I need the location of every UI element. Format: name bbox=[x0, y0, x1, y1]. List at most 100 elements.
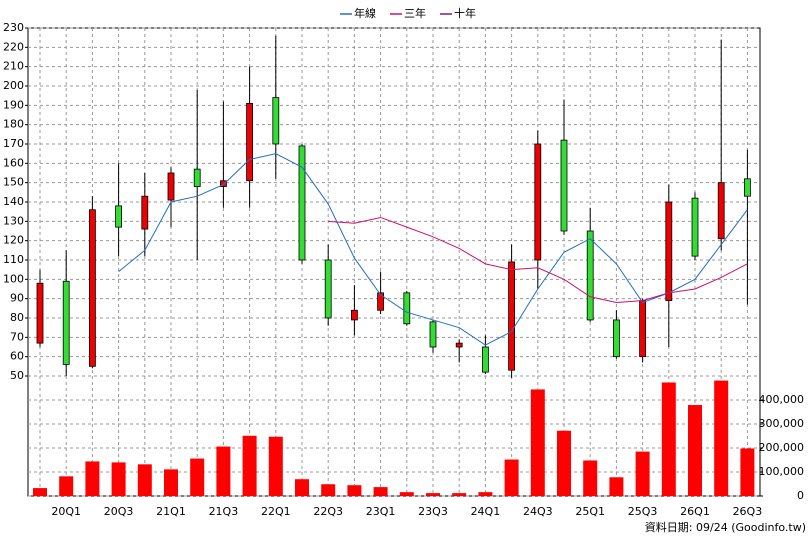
y-tick-label: 200 bbox=[3, 79, 24, 92]
x-tick-label: 25Q1 bbox=[575, 505, 605, 518]
volume-bar bbox=[557, 430, 571, 496]
volume-bar bbox=[478, 492, 493, 496]
x-tick-label: 23Q3 bbox=[418, 505, 448, 518]
x-tick-label: 20Q1 bbox=[51, 505, 81, 518]
legend-label: 年線 bbox=[354, 6, 376, 20]
candle-body bbox=[429, 321, 437, 348]
candle-body bbox=[481, 346, 489, 373]
y-tick-label: 160 bbox=[3, 156, 24, 169]
y-tick-label: 170 bbox=[3, 137, 24, 150]
candle-body bbox=[36, 282, 44, 344]
candle-body bbox=[377, 292, 385, 311]
candle-body bbox=[62, 280, 70, 365]
y2-tick-label: 200,000 bbox=[759, 441, 805, 454]
x-tick-label: 24Q3 bbox=[523, 505, 553, 518]
x-tick-label: 26Q3 bbox=[733, 505, 763, 518]
x-tick-label: 21Q1 bbox=[156, 505, 186, 518]
volume-bar bbox=[137, 464, 152, 496]
volume-bar bbox=[268, 436, 283, 496]
x-tick-label: 24Q1 bbox=[471, 505, 501, 518]
y-tick-label: 180 bbox=[3, 118, 24, 131]
candle-body bbox=[141, 195, 149, 230]
volume-bar bbox=[504, 459, 519, 496]
candle-body bbox=[534, 143, 542, 261]
y-tick-label: 110 bbox=[3, 253, 24, 266]
volume-bar bbox=[452, 493, 467, 496]
ma-line bbox=[118, 153, 748, 346]
candle-body bbox=[665, 201, 673, 301]
candle-body bbox=[324, 259, 332, 319]
volume-bar bbox=[59, 476, 74, 496]
y-tick-label: 70 bbox=[10, 330, 24, 343]
y-tick-label: 120 bbox=[3, 234, 24, 247]
volume-bar bbox=[426, 493, 440, 496]
candle-body bbox=[350, 309, 358, 321]
y-tick-label: 80 bbox=[10, 311, 24, 324]
x-tick-label: 21Q3 bbox=[209, 505, 239, 518]
candle-body bbox=[613, 319, 620, 358]
y-tick-label: 210 bbox=[3, 60, 24, 73]
candle-body bbox=[455, 342, 463, 348]
y-tick-label: 130 bbox=[3, 214, 24, 227]
candle-body bbox=[717, 182, 725, 240]
y2-tick-label: 300,000 bbox=[759, 417, 805, 430]
y2-tick-label: 0 bbox=[797, 489, 804, 502]
candle-body bbox=[508, 261, 516, 371]
plot-frame bbox=[27, 27, 761, 497]
y-tick-label: 190 bbox=[3, 98, 24, 111]
volume-bar bbox=[530, 389, 545, 496]
candle-body bbox=[167, 172, 175, 201]
volume-bar bbox=[714, 380, 729, 496]
x-tick-label: 26Q1 bbox=[680, 505, 710, 518]
volume-bar bbox=[111, 462, 126, 496]
candle-body bbox=[586, 230, 594, 321]
volume-bar bbox=[216, 446, 231, 496]
y2-tick-label: 400,000 bbox=[759, 393, 805, 406]
volume-bar bbox=[85, 461, 100, 496]
candle-body bbox=[89, 209, 96, 367]
y-tick-label: 60 bbox=[10, 350, 24, 363]
y2-tick-label: 100,000 bbox=[759, 465, 805, 478]
volume-bar bbox=[242, 435, 257, 496]
y-tick-label: 50 bbox=[10, 369, 24, 382]
volume-bar bbox=[347, 485, 362, 496]
y-tick-label: 220 bbox=[3, 40, 24, 53]
candle-body bbox=[298, 145, 306, 261]
candle-body bbox=[246, 103, 254, 182]
volume-bar bbox=[321, 484, 336, 496]
volume-bar bbox=[661, 382, 676, 496]
volume-bar bbox=[583, 460, 598, 496]
candle-body bbox=[219, 180, 227, 187]
volume-bar bbox=[295, 479, 309, 496]
y-tick-label: 230 bbox=[3, 21, 24, 34]
ma-line bbox=[328, 216, 748, 304]
candle-body bbox=[691, 197, 699, 257]
volume-bar bbox=[688, 405, 702, 496]
legend-label: 十年 bbox=[454, 6, 476, 20]
volume-bar bbox=[609, 477, 624, 496]
y-tick-label: 100 bbox=[3, 272, 24, 285]
x-tick-label: 22Q1 bbox=[261, 505, 291, 518]
x-tick-label: 20Q3 bbox=[104, 505, 134, 518]
candle-body bbox=[272, 97, 280, 145]
candle-body bbox=[403, 292, 411, 325]
volume-bar bbox=[399, 492, 414, 496]
candle-body bbox=[193, 168, 201, 187]
legend-label: 三年 bbox=[404, 6, 426, 20]
y-tick-label: 140 bbox=[3, 195, 24, 208]
candle-body bbox=[560, 139, 568, 232]
volume-bar bbox=[33, 488, 47, 496]
candle-body bbox=[744, 178, 751, 197]
volume-bar bbox=[740, 448, 755, 496]
volume-bar bbox=[190, 458, 205, 496]
x-tick-label: 25Q3 bbox=[628, 505, 658, 518]
source-note: 資料日期: 09/24 (Goodinfo.tw) bbox=[645, 520, 806, 534]
candle-body bbox=[115, 205, 122, 228]
y-tick-label: 150 bbox=[3, 176, 24, 189]
x-tick-label: 23Q1 bbox=[366, 505, 396, 518]
volume-bar bbox=[373, 487, 388, 496]
volume-bar bbox=[164, 469, 178, 496]
candle-body bbox=[639, 300, 646, 358]
y-tick-label: 90 bbox=[10, 292, 24, 305]
